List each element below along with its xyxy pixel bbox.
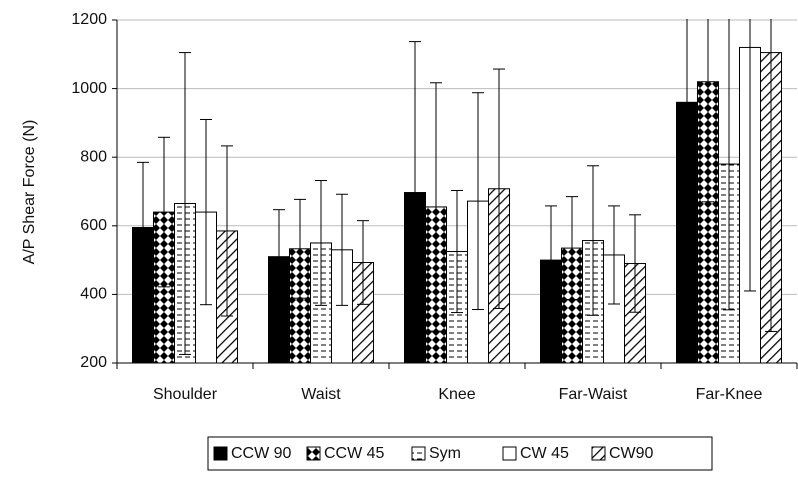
error-bar	[451, 189, 463, 314]
legend-box	[207, 436, 713, 471]
error-bar	[294, 198, 306, 299]
error-bar	[430, 82, 442, 332]
y-tick-label: 800	[80, 148, 107, 165]
error-bar	[200, 118, 212, 306]
error-bar	[493, 68, 505, 309]
y-tick-label: 400	[80, 286, 107, 303]
error-bar	[472, 92, 484, 310]
error-bar	[179, 52, 191, 355]
error-bar	[357, 220, 369, 305]
legend-label: CCW 45	[324, 445, 385, 462]
legend-swatch	[306, 446, 321, 461]
y-tick-label: 600	[80, 217, 107, 234]
legend-swatch	[411, 446, 426, 461]
y-tick-label: 1200	[71, 11, 107, 28]
error-bar	[137, 161, 149, 294]
x-tick-label: Shoulder	[153, 386, 218, 403]
error-bar	[566, 196, 578, 301]
legend-swatch	[502, 446, 517, 461]
error-bar	[221, 145, 233, 317]
error-bar	[702, 19, 714, 203]
legend-label: CW 45	[520, 445, 569, 462]
legend-label: CCW 90	[231, 445, 292, 462]
error-bar	[765, 19, 777, 332]
error-bar	[629, 214, 641, 313]
bars	[132, 19, 782, 364]
y-tick-label: 1000	[71, 80, 107, 97]
x-tick-label: Far-Waist	[559, 386, 628, 403]
y-axis-label: A/P Shear Force (N)	[21, 120, 38, 265]
error-bar	[409, 41, 421, 344]
legend-swatch	[213, 446, 228, 461]
error-bar	[744, 19, 756, 292]
x-tick-label: Far-Knee	[696, 386, 763, 403]
error-bar	[273, 209, 285, 305]
error-bar	[608, 205, 620, 305]
error-bar	[723, 19, 735, 311]
error-bar	[158, 136, 170, 288]
error-bar	[336, 193, 348, 306]
legend-label: Sym	[429, 445, 461, 462]
error-bar	[681, 19, 693, 241]
error-bar	[315, 180, 327, 306]
y-tick-label: 200	[80, 354, 107, 371]
error-bar	[587, 165, 599, 316]
legend-label: CW90	[609, 445, 654, 462]
legend-swatch	[591, 446, 606, 461]
error-bar	[545, 205, 557, 315]
x-tick-label: Waist	[301, 386, 341, 403]
x-tick-label: Knee	[438, 386, 475, 403]
